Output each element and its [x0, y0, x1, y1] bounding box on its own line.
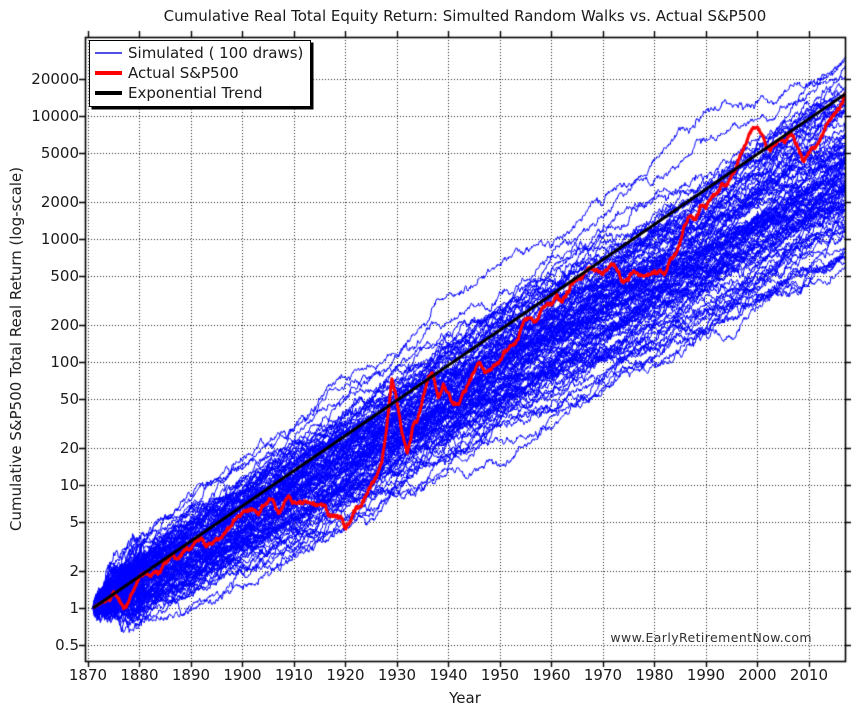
actual-line-sample — [95, 71, 122, 75]
simulated-line-sample — [95, 52, 122, 54]
y-tick-label: 5 — [69, 512, 79, 531]
chart-title: Cumulative Real Total Equity Return: Sim… — [163, 7, 767, 25]
x-tick-label: 1930 — [377, 666, 417, 684]
y-tick-label: 5000 — [40, 143, 79, 162]
legend-label-simulated: Simulated ( 100 draws) — [128, 44, 304, 62]
watermark-text: www.EarlyRetirementNow.com — [610, 630, 812, 645]
legend-label-trend: Exponential Trend — [128, 84, 263, 102]
y-tick-label: 20 — [59, 438, 79, 457]
legend-entry-trend: Exponential Trend — [95, 83, 303, 103]
y-tick-label: 500 — [50, 266, 79, 285]
y-tick-label: 0.5 — [55, 635, 79, 654]
x-axis-label: Year — [449, 689, 481, 707]
y-tick-label: 1000 — [40, 229, 79, 248]
x-tick-label: 1970 — [583, 666, 623, 684]
x-tick-label: 2010 — [789, 666, 829, 684]
y-tick-label: 20000 — [31, 69, 79, 88]
x-tick-label: 1960 — [532, 666, 571, 684]
legend-entry-actual: Actual S&P500 — [95, 63, 303, 83]
y-tick-label: 10000 — [31, 106, 79, 125]
x-tick-label: 1940 — [429, 666, 468, 684]
y-tick-label: 50 — [59, 389, 79, 408]
legend-box: Simulated ( 100 draws) Actual S&P500 Exp… — [89, 40, 312, 107]
y-tick-label: 2000 — [40, 192, 79, 211]
y-tick-label: 1 — [69, 598, 79, 617]
x-tick-label: 1890 — [171, 666, 211, 684]
trend-line-sample — [95, 91, 122, 95]
x-tick-label: 1980 — [635, 666, 674, 684]
x-tick-label: 1880 — [120, 666, 159, 684]
y-tick-label: 2 — [69, 561, 79, 580]
x-tick-label: 1910 — [274, 666, 314, 684]
y-tick-label: 100 — [50, 352, 79, 371]
x-tick-label: 1870 — [68, 666, 108, 684]
y-tick-label: 10 — [59, 475, 79, 494]
x-tick-label: 2000 — [738, 666, 777, 684]
x-tick-label: 1990 — [686, 666, 726, 684]
legend-label-actual: Actual S&P500 — [128, 64, 239, 82]
x-tick-label: 1900 — [223, 666, 262, 684]
legend-entry-simulated: Simulated ( 100 draws) — [95, 43, 303, 63]
x-tick-label: 1950 — [480, 666, 520, 684]
y-tick-label: 200 — [50, 315, 79, 334]
x-tick-label: 1920 — [326, 666, 365, 684]
